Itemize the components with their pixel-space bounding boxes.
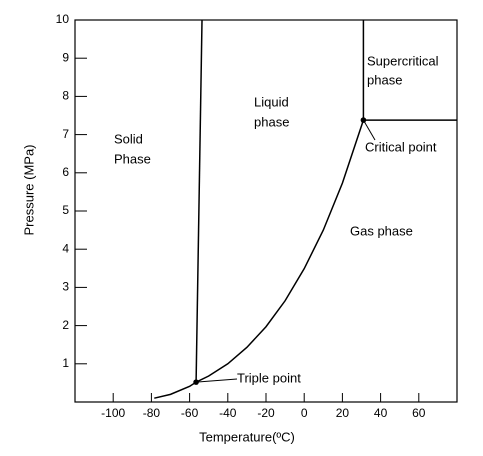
- y-tick-label: 7: [62, 127, 69, 141]
- region-label: Liquid: [254, 94, 289, 109]
- region-label: Gas phase: [350, 223, 413, 238]
- region-label: phase: [367, 72, 402, 87]
- point-marker: [360, 117, 367, 123]
- region-label: Phase: [114, 151, 151, 166]
- y-tick-label: 4: [62, 241, 69, 255]
- point-marker: [193, 379, 199, 385]
- x-tick-label: -20: [257, 406, 275, 420]
- x-tick-label: -80: [143, 406, 161, 420]
- x-tick-label: 60: [412, 406, 426, 420]
- region-label: Supercritical: [367, 53, 439, 68]
- y-tick-label: 6: [62, 165, 69, 179]
- y-tick-label: 1: [62, 356, 69, 370]
- x-tick-label: -100: [101, 406, 125, 420]
- y-tick-label: 9: [62, 50, 69, 64]
- region-label: phase: [254, 114, 289, 129]
- y-tick-label: 8: [62, 89, 69, 103]
- y-tick-label: 10: [56, 12, 70, 26]
- y-tick-label: 5: [62, 203, 69, 217]
- y-tick-label: 3: [62, 280, 69, 294]
- point-label: Triple point: [237, 370, 301, 385]
- x-tick-label: 0: [301, 406, 308, 420]
- x-tick-label: -60: [181, 406, 199, 420]
- phase-boundary: [154, 119, 365, 399]
- y-axis-label: Pressure (MPa): [21, 144, 36, 235]
- point-label: Critical point: [365, 139, 437, 154]
- leader-line: [362, 119, 376, 141]
- region-label: Solid: [114, 131, 143, 146]
- y-tick-label: 2: [62, 318, 69, 332]
- x-axis-label: Temperature(ºC): [199, 429, 295, 444]
- x-tick-label: 40: [374, 406, 388, 420]
- leader-line: [196, 378, 238, 383]
- x-tick-label: -40: [219, 406, 237, 420]
- phase-boundary: [195, 19, 203, 383]
- x-tick-label: 20: [336, 406, 350, 420]
